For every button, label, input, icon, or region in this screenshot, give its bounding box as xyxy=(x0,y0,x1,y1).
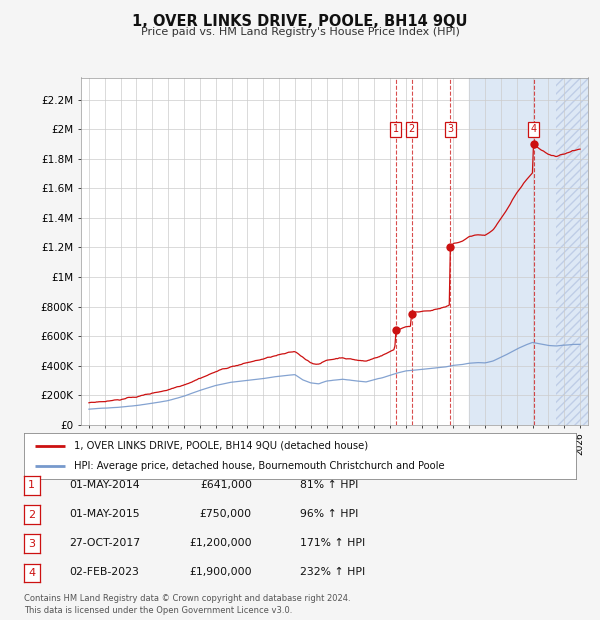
Text: 01-MAY-2014: 01-MAY-2014 xyxy=(69,480,140,490)
Text: 1: 1 xyxy=(28,480,35,490)
Text: 4: 4 xyxy=(531,124,537,134)
Text: 81% ↑ HPI: 81% ↑ HPI xyxy=(300,480,358,490)
Text: 27-OCT-2017: 27-OCT-2017 xyxy=(69,538,140,548)
Text: 1, OVER LINKS DRIVE, POOLE, BH14 9QU: 1, OVER LINKS DRIVE, POOLE, BH14 9QU xyxy=(132,14,468,29)
Text: HPI: Average price, detached house, Bournemouth Christchurch and Poole: HPI: Average price, detached house, Bour… xyxy=(74,461,445,471)
Text: 01-MAY-2015: 01-MAY-2015 xyxy=(69,509,140,519)
Text: £1,900,000: £1,900,000 xyxy=(190,567,252,577)
Text: 02-FEB-2023: 02-FEB-2023 xyxy=(69,567,139,577)
Text: 3: 3 xyxy=(28,539,35,549)
Text: 1: 1 xyxy=(393,124,399,134)
Text: 2: 2 xyxy=(28,510,35,520)
Text: 3: 3 xyxy=(448,124,454,134)
Bar xyxy=(556,78,588,425)
Text: £750,000: £750,000 xyxy=(200,509,252,519)
Text: £641,000: £641,000 xyxy=(200,480,252,490)
Text: Contains HM Land Registry data © Crown copyright and database right 2024.
This d: Contains HM Land Registry data © Crown c… xyxy=(24,594,350,615)
Bar xyxy=(556,78,588,425)
Text: 96% ↑ HPI: 96% ↑ HPI xyxy=(300,509,358,519)
Text: 171% ↑ HPI: 171% ↑ HPI xyxy=(300,538,365,548)
Text: 1, OVER LINKS DRIVE, POOLE, BH14 9QU (detached house): 1, OVER LINKS DRIVE, POOLE, BH14 9QU (de… xyxy=(74,441,368,451)
Text: Price paid vs. HM Land Registry's House Price Index (HPI): Price paid vs. HM Land Registry's House … xyxy=(140,27,460,37)
Text: 2: 2 xyxy=(409,124,415,134)
Text: £1,200,000: £1,200,000 xyxy=(190,538,252,548)
Bar xyxy=(469,78,588,425)
Text: 232% ↑ HPI: 232% ↑ HPI xyxy=(300,567,365,577)
Text: 4: 4 xyxy=(28,568,35,578)
